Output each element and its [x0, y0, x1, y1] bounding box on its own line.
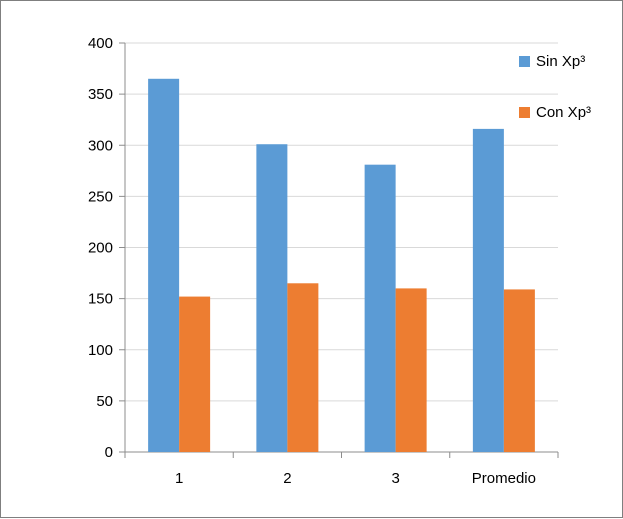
bar-con-xp3 — [395, 288, 427, 452]
y-tick-label: 250 — [88, 188, 113, 205]
legend-swatch — [519, 107, 530, 118]
legend-label: Con Xp³ — [536, 104, 591, 121]
y-tick-label: 0 — [105, 444, 113, 461]
x-tick-label: 3 — [391, 470, 399, 487]
bar-con-xp3 — [287, 283, 319, 452]
bar-con-xp3 — [503, 289, 535, 452]
legend-swatch — [519, 56, 530, 67]
y-tick-label: 100 — [88, 342, 113, 359]
legend-label: Sin Xp³ — [536, 53, 585, 70]
x-tick-label: 2 — [283, 470, 291, 487]
y-tick-label: 200 — [88, 240, 113, 257]
y-tick-label: 50 — [96, 393, 113, 410]
y-tick-label: 300 — [88, 137, 113, 154]
y-tick-label: 400 — [88, 35, 113, 52]
bar-sin-xp3 — [364, 164, 396, 453]
bar-sin-xp3 — [472, 128, 504, 452]
y-tick-label: 150 — [88, 291, 113, 308]
x-tick-label: 1 — [175, 470, 183, 487]
x-tick-label: Promedio — [472, 470, 536, 487]
bar-con-xp3 — [179, 296, 211, 452]
y-tick-label: 350 — [88, 86, 113, 103]
bar-sin-xp3 — [148, 78, 180, 452]
bar-sin-xp3 — [256, 144, 288, 453]
